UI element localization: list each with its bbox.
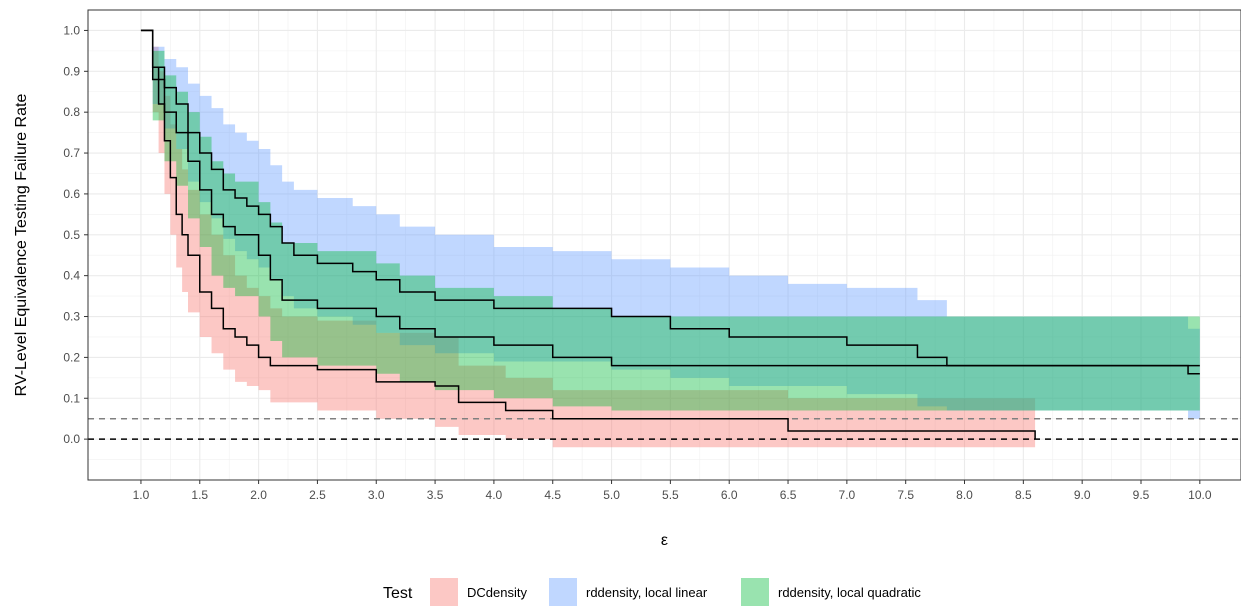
grid-major: [88, 10, 1241, 480]
x-tick-label: 7.5: [897, 488, 914, 502]
plot-area: [87, 9, 1241, 481]
legend-key: [741, 578, 769, 606]
x-tick-label: 7.0: [839, 488, 856, 502]
x-axis-title: ε: [661, 532, 668, 549]
line-rddensity, local quadratic: [140, 29, 1200, 367]
ribbon-rddensity, local linear: [140, 30, 1200, 419]
y-tick-label: 0.3: [63, 310, 80, 324]
x-tick-label: 4.0: [486, 488, 503, 502]
x-tick-label: 10.0: [1188, 488, 1212, 502]
legend: Test DCdensity rddensity, local linear rdd…: [383, 578, 921, 606]
legend-label: rddensity, local quadratic: [778, 585, 921, 600]
y-tick-label: 0.1: [63, 391, 80, 405]
x-tick-label: 5.0: [603, 488, 620, 502]
y-tick-label: 0.5: [63, 228, 80, 242]
y-tick-label: 0.6: [63, 187, 80, 201]
x-tick-label: 9.5: [1133, 488, 1150, 502]
y-tick-label: 0.0: [63, 432, 80, 446]
x-tick-label: 9.0: [1074, 488, 1091, 502]
x-tick-label: 2.5: [309, 488, 326, 502]
y-axis: 0.0 0.1 0.2 0.3 0.4 0.5 0.6 0.7 0.8 0.9 1.0: [63, 23, 88, 446]
confidence-ribbons: [140, 30, 1200, 448]
legend-title: Test: [383, 585, 413, 602]
x-tick-label: 3.5: [427, 488, 444, 502]
y-tick-label: 0.4: [63, 269, 80, 283]
x-axis: 1.0 1.5 2.0 2.5 3.0 3.5 4.0 4.5 5.0 5.5 6.0 6.5 7.0 7…: [133, 480, 1212, 502]
x-tick-label: 4.5: [544, 488, 561, 502]
x-tick-label: 1.0: [133, 488, 150, 502]
y-tick-label: 1.0: [63, 23, 80, 37]
x-tick-label: 5.5: [662, 488, 679, 502]
y-tick-label: 0.2: [63, 350, 80, 364]
plot-panel: [88, 10, 1241, 480]
x-tick-label: 2.0: [250, 488, 267, 502]
x-tick-label: 6.0: [721, 488, 738, 502]
line-rddensity, local linear: [140, 29, 1200, 375]
legend-key: [430, 578, 458, 606]
ribbon-DCdensity: [140, 30, 1036, 448]
y-axis-title: RV-Level Equivalence Testing Failure Rat…: [13, 94, 30, 397]
legend-label: rddensity, local linear: [586, 585, 708, 600]
x-tick-label: 3.0: [368, 488, 385, 502]
y-tick-label: 0.8: [63, 105, 80, 119]
x-tick-label: 8.0: [956, 488, 973, 502]
x-tick-label: 1.5: [191, 488, 208, 502]
legend-label: DCdensity: [467, 585, 527, 600]
ribbon-rddensity, local quadratic: [140, 30, 1200, 411]
y-tick-label: 0.7: [63, 146, 80, 160]
line-DCdensity: [140, 29, 1036, 440]
x-tick-label: 6.5: [780, 488, 797, 502]
plot-border: [87, 9, 1241, 481]
y-tick-label: 0.9: [63, 64, 80, 78]
x-tick-label: 8.5: [1015, 488, 1032, 502]
estimate-lines: [140, 29, 1200, 440]
legend-key: [549, 578, 577, 606]
